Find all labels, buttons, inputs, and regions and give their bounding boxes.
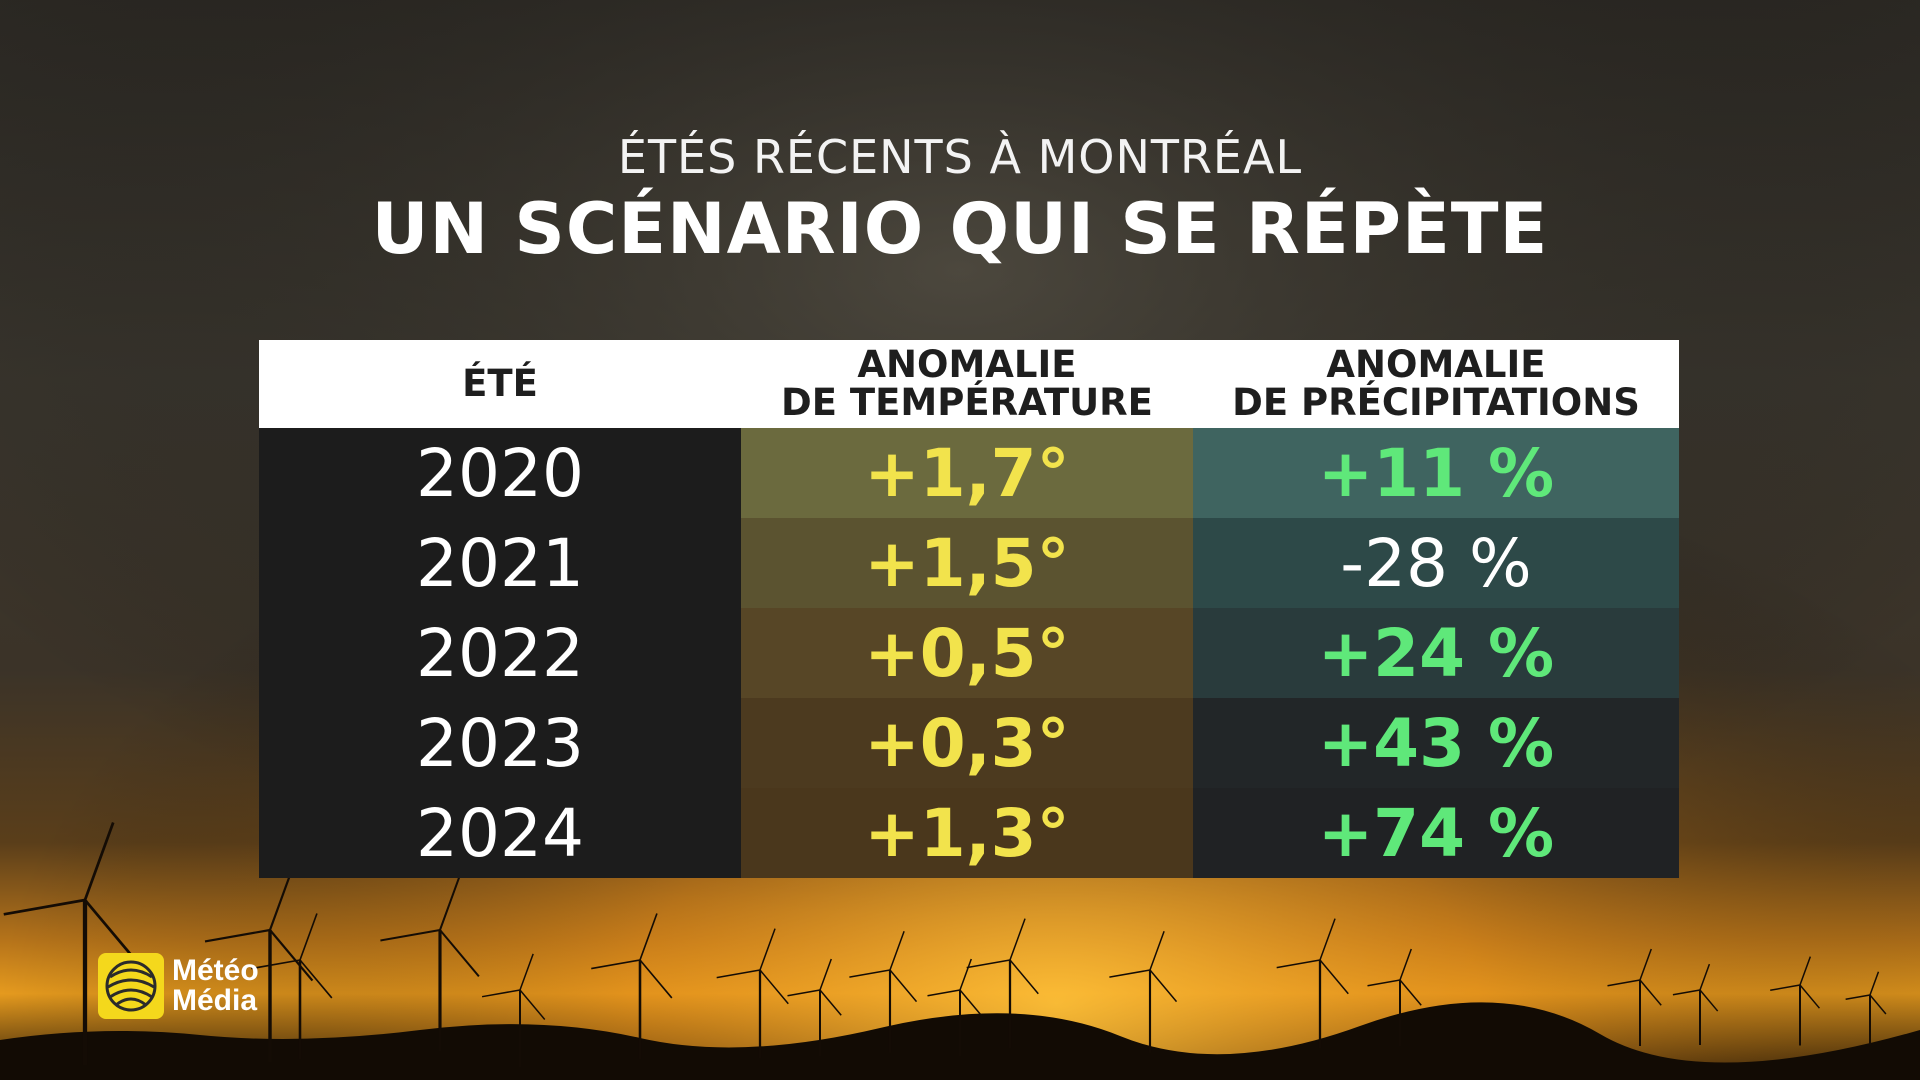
logo-line1: Météo xyxy=(172,954,259,987)
table-header: ÉTÉ ANOMALIE DE TEMPÉRATURE ANOMALIE DE … xyxy=(259,340,1679,428)
temperature-anomaly-cell: +1,5° xyxy=(741,518,1193,608)
turbine-blade xyxy=(849,969,891,978)
turbine-blade xyxy=(1109,969,1151,978)
table-body: 2020 +1,7° +11 % 2021 +1,5° -28 % 2022 +0,5° +24… xyxy=(259,428,1679,878)
turbine-blade xyxy=(1845,994,1871,1001)
turbine-blade xyxy=(591,959,641,970)
turbine-blade xyxy=(716,969,761,979)
turbine-blade xyxy=(787,989,821,997)
turbine-blade xyxy=(1367,979,1401,987)
turbine-blade xyxy=(299,959,333,999)
logo-line2: Média xyxy=(172,984,258,1017)
header-temp-line1: ANOMALIE xyxy=(857,343,1077,386)
turbine-blade xyxy=(959,989,982,1016)
table-row: 2021 +1,5° -28 % xyxy=(259,518,1679,608)
turbine-blade xyxy=(204,928,271,943)
globe-icon xyxy=(98,953,164,1019)
table-row: 2020 +1,7° +11 % xyxy=(259,428,1679,518)
precipitation-anomaly-cell: +43 % xyxy=(1193,698,1679,788)
turbine-blade xyxy=(380,929,441,942)
header-temperature: ANOMALIE DE TEMPÉRATURE xyxy=(741,340,1193,428)
year-cell: 2024 xyxy=(259,788,741,878)
title: UN SCÉNARIO QUI SE RÉPÈTE xyxy=(371,188,1549,270)
turbine-blade xyxy=(1869,971,1880,996)
turbine-blade xyxy=(1770,984,1801,991)
header-precip-line2: DE PRÉCIPITATIONS xyxy=(1232,381,1640,424)
temperature-anomaly-cell: +0,3° xyxy=(741,698,1193,788)
turbine-blade xyxy=(819,989,842,1016)
table-row: 2022 +0,5° +24 % xyxy=(259,608,1679,698)
turbine-blade xyxy=(439,929,480,977)
turbine-blade xyxy=(1149,969,1178,1003)
turbine-blade xyxy=(1319,918,1336,961)
temperature-anomaly-cell: +1,3° xyxy=(741,788,1193,878)
turbine-blade xyxy=(1149,930,1165,971)
temperature-anomaly-cell: +1,7° xyxy=(741,428,1193,518)
turbine-blade xyxy=(1009,918,1026,961)
turbine-blade xyxy=(439,872,462,931)
meteomedia-logo: Météo Média xyxy=(98,952,259,1020)
header-precipitation: ANOMALIE DE PRÉCIPITATIONS xyxy=(1193,340,1679,428)
turbine-blade xyxy=(481,989,521,998)
table-row: 2023 +0,3° +43 % xyxy=(259,698,1679,788)
turbine-blade xyxy=(299,913,318,961)
turbine-blade xyxy=(1699,989,1719,1012)
header-precip-line1: ANOMALIE xyxy=(1326,343,1546,386)
turbine-blade xyxy=(1869,994,1887,1015)
turbine-blade xyxy=(519,953,534,991)
turbine-blade xyxy=(1639,948,1652,981)
turbine-blade xyxy=(1399,948,1412,981)
turbine-blade xyxy=(1639,979,1662,1006)
anomaly-table: ÉTÉ ANOMALIE DE TEMPÉRATURE ANOMALIE DE … xyxy=(259,340,1679,878)
precipitation-anomaly-cell: +24 % xyxy=(1193,608,1679,698)
turbine-blade xyxy=(3,898,86,916)
turbine-blade xyxy=(251,959,301,970)
turbine-blade xyxy=(83,899,140,965)
precipitation-anomaly-cell: +74 % xyxy=(1193,788,1679,878)
turbine-blade xyxy=(759,969,789,1005)
turbine-blade xyxy=(1009,959,1039,995)
turbine-blade xyxy=(639,959,673,999)
turbine-blade xyxy=(1672,989,1701,996)
turbine-blade xyxy=(1799,984,1821,1009)
header-year: ÉTÉ xyxy=(259,340,741,428)
turbine-blade xyxy=(639,913,658,961)
turbine-blade xyxy=(759,928,776,971)
year-cell: 2021 xyxy=(259,518,741,608)
turbine-blade xyxy=(268,867,294,931)
turbine-blade xyxy=(1399,979,1422,1006)
turbine-blade xyxy=(889,969,918,1003)
turbine-blade xyxy=(927,989,961,997)
turbine-blade xyxy=(83,822,115,901)
turbine-blade xyxy=(519,989,546,1020)
turbine-blade xyxy=(1699,963,1711,991)
year-cell: 2020 xyxy=(259,428,741,518)
precipitation-anomaly-cell: +11 % xyxy=(1193,428,1679,518)
precipitation-anomaly-cell: -28 % xyxy=(1193,518,1679,608)
table-row: 2024 +1,3° +74 % xyxy=(259,788,1679,878)
header-temp-line2: DE TEMPÉRATURE xyxy=(781,381,1153,424)
header-year-label: ÉTÉ xyxy=(462,362,538,405)
turbine-blade xyxy=(269,929,314,982)
subtitle: ÉTÉS RÉCENTS À MONTRÉAL xyxy=(617,130,1303,184)
temperature-anomaly-cell: +0,5° xyxy=(741,608,1193,698)
logo-wordmark: Météo Média xyxy=(172,956,259,1016)
turbine-blade xyxy=(959,958,972,991)
turbine-blade xyxy=(1607,979,1641,987)
turbine-blade xyxy=(1799,956,1812,986)
turbine-blade xyxy=(966,959,1011,969)
year-cell: 2023 xyxy=(259,698,741,788)
turbine-blade xyxy=(1276,959,1321,969)
turbine-blade xyxy=(889,930,905,971)
year-cell: 2022 xyxy=(259,608,741,698)
turbine-blade xyxy=(819,958,832,991)
turbine-blade xyxy=(1319,959,1349,995)
